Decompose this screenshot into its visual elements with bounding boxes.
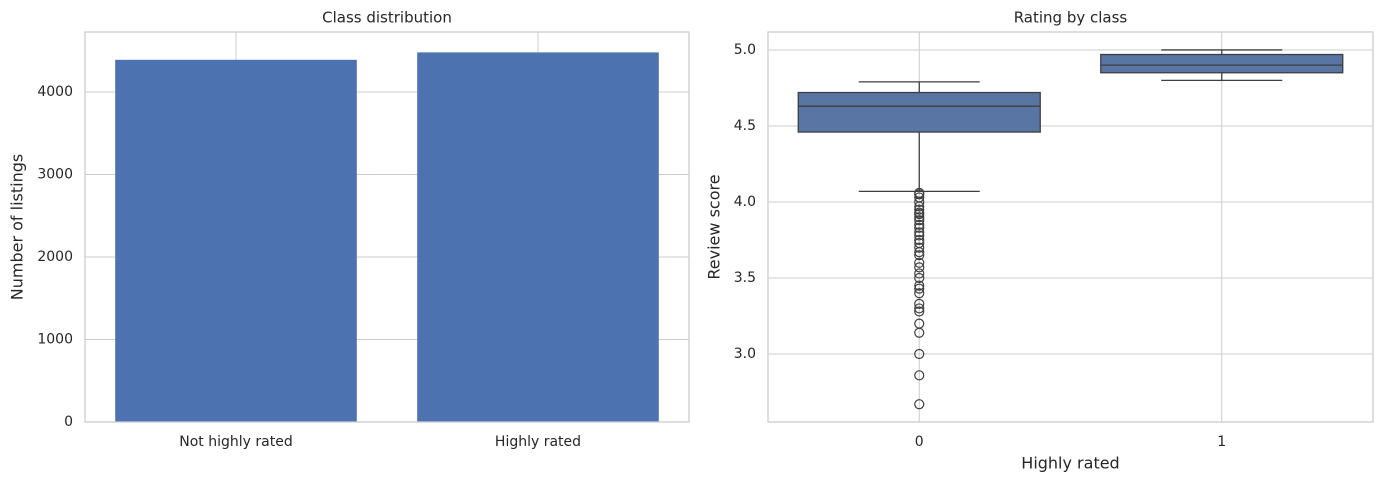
box <box>1100 53 1344 74</box>
bar <box>417 52 659 423</box>
outlier <box>914 212 925 223</box>
x-tick-label: Not highly rated <box>179 434 292 450</box>
y-tick-label: 2000 <box>37 249 73 265</box>
outlier <box>914 189 925 200</box>
outlier <box>914 280 925 291</box>
chart-title: Class distribution <box>322 9 452 27</box>
outlier <box>914 215 925 226</box>
y-tick-label: 5.0 <box>734 42 756 58</box>
x-tick-label: 1 <box>1217 434 1226 450</box>
outlier <box>914 227 925 238</box>
outlier <box>914 234 925 246</box>
outlier <box>914 272 925 284</box>
x-axis-label: Highly rated <box>1021 454 1119 473</box>
y-tick-label: 3.0 <box>734 346 756 362</box>
y-tick-label: 4000 <box>37 84 73 100</box>
outlier <box>914 370 925 381</box>
axes-frame <box>767 31 1374 423</box>
outlier <box>914 298 925 309</box>
box <box>797 91 1041 133</box>
outlier <box>914 348 925 360</box>
outlier <box>914 250 925 261</box>
x-tick-label: 0 <box>915 434 924 450</box>
outlier <box>914 204 925 215</box>
outlier <box>914 268 925 279</box>
outlier <box>914 219 925 230</box>
outlier <box>914 306 925 317</box>
outlier <box>914 327 925 338</box>
outlier <box>914 230 925 241</box>
y-tick-label: 4.5 <box>734 118 756 134</box>
y-tick-label: 4.0 <box>734 194 756 210</box>
outlier <box>914 283 925 294</box>
outlier <box>914 196 925 208</box>
x-tick-label: Highly rated <box>495 434 581 450</box>
y-axis-label: Review score <box>705 174 724 279</box>
outlier <box>914 399 925 410</box>
outlier <box>914 288 925 299</box>
chart-title: Rating by class <box>1014 9 1128 27</box>
outlier <box>914 222 925 233</box>
bar <box>115 59 357 422</box>
axes-frame <box>84 31 690 423</box>
outlier <box>914 247 925 258</box>
outlier <box>914 257 925 268</box>
y-tick-label: 0 <box>64 414 73 430</box>
y-tick-label: 1000 <box>37 331 73 347</box>
outlier <box>914 201 925 212</box>
outlier <box>914 303 925 314</box>
outlier <box>914 209 925 220</box>
y-axis-label: Number of listings <box>8 154 27 300</box>
outlier <box>914 242 925 253</box>
y-tick-label: 3000 <box>37 166 73 182</box>
outlier <box>914 262 925 273</box>
y-tick-label: 3.5 <box>734 270 756 286</box>
